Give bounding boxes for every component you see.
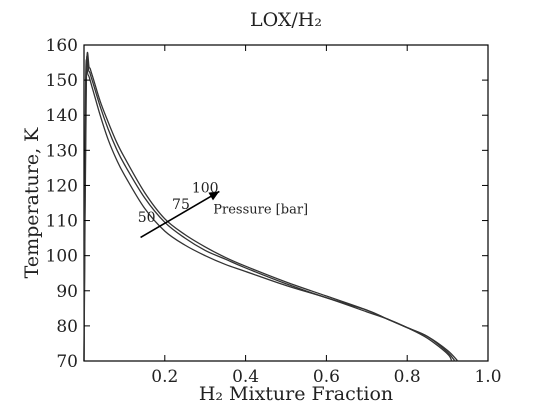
y-axis-title: Temperature, K [21, 127, 43, 279]
pressure-arrow-head [208, 191, 220, 201]
y-tick-label: 80 [56, 317, 78, 337]
y-tick-label: 110 [46, 212, 78, 232]
x-tick-label: 0.6 [313, 367, 340, 387]
y-tick-label: 100 [46, 247, 78, 267]
chart-title: LOX/H₂ [250, 9, 322, 31]
x-tick-label: 1.0 [474, 367, 501, 387]
x-tick-label: 0.8 [394, 367, 421, 387]
x-tick-label: 0.4 [232, 367, 259, 387]
series-group [83, 51, 459, 362]
x-axis-title: H₂ Mixture Fraction [199, 383, 393, 405]
y-tick-label: 130 [46, 141, 78, 161]
y-tick-label: 150 [46, 71, 78, 91]
series-line-100 [83, 51, 459, 362]
y-tick-label: 160 [46, 36, 78, 56]
pressure-label-50: 50 [138, 210, 156, 226]
x-tick-label: 0.2 [151, 367, 178, 387]
y-tick-label: 90 [56, 282, 78, 302]
pressure-label-75: 75 [172, 197, 190, 213]
pressure-arrow-label: Pressure [bar] [213, 203, 308, 218]
plot-frame [83, 44, 489, 362]
pressure-arrow-shaft [140, 190, 220, 239]
y-tick-label: 70 [56, 352, 78, 372]
y-axis: 70 80 90 100 110 120 130 140 150 160 [46, 36, 488, 372]
y-tick-label: 120 [46, 176, 78, 196]
y-tick-label: 140 [46, 106, 78, 126]
x-axis: 0.2 0.4 0.6 0.8 1.0 [151, 45, 502, 387]
pressure-label-100: 100 [192, 180, 219, 196]
